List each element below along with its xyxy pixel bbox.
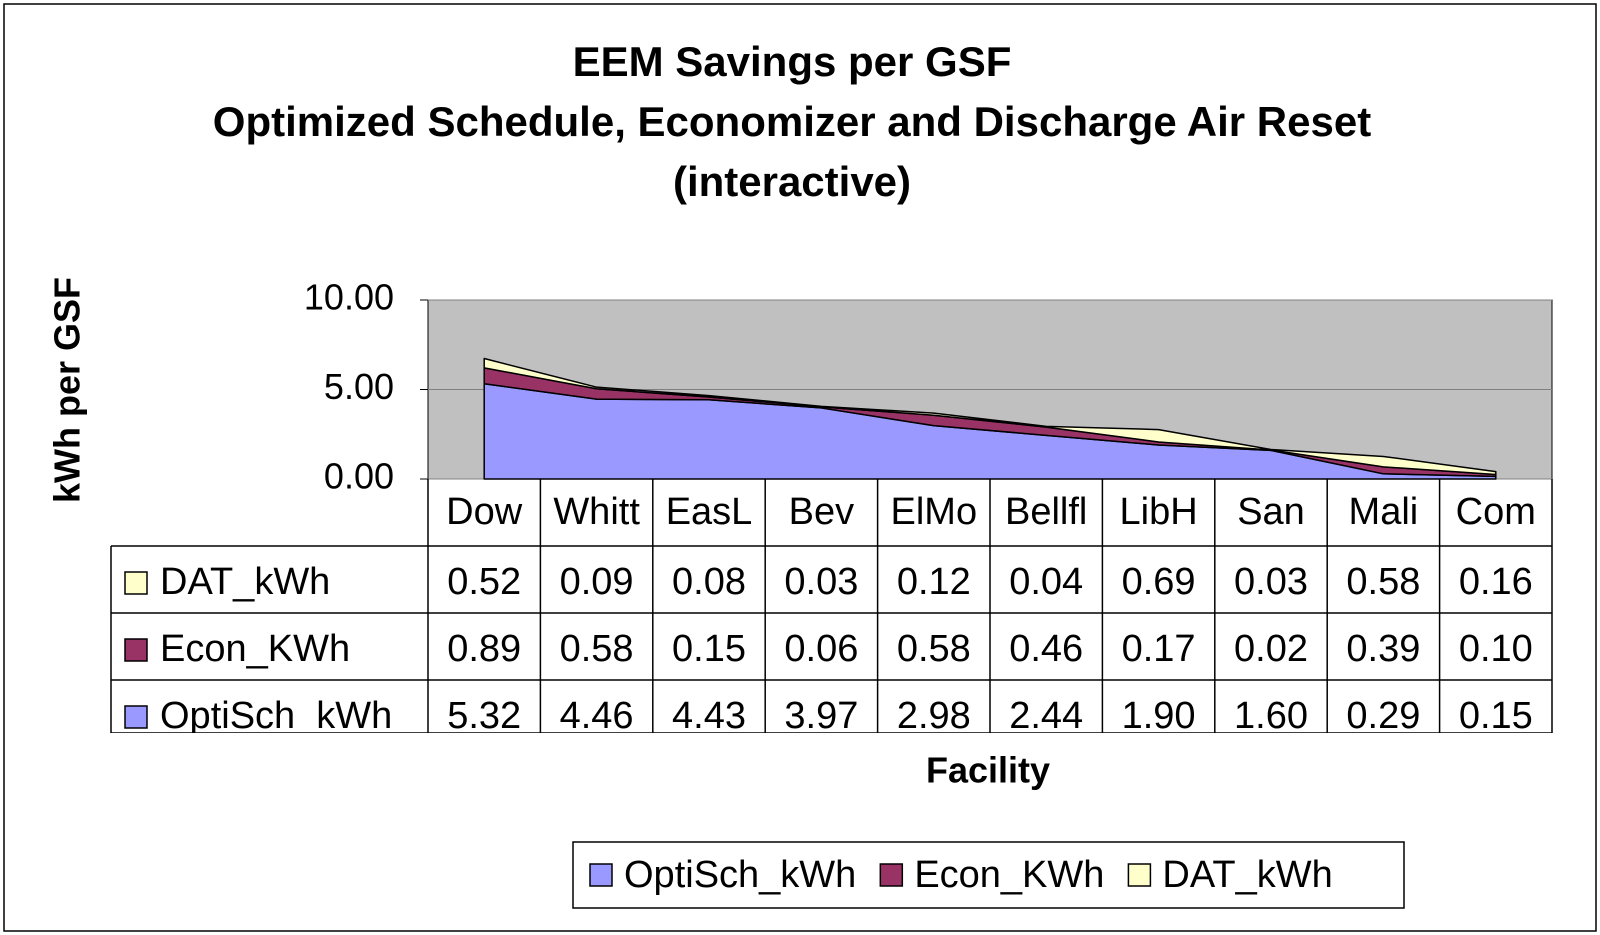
table-cell: 0.15	[1459, 695, 1533, 737]
data-table: Dow Whitt EasL Bev ElMo Bellfl LibH San Mali Com D…	[110, 479, 1553, 737]
x-tick-label: LibH	[1120, 491, 1198, 533]
table-cell: 0.58	[560, 628, 634, 670]
table-cell: 0.46	[1009, 628, 1083, 670]
table-cell: 0.12	[897, 561, 971, 603]
table-cell: 0.58	[1346, 561, 1420, 603]
x-tick-label: Dow	[446, 491, 523, 533]
table-cell: 2.44	[1009, 695, 1083, 737]
table-cell: 0.15	[672, 628, 746, 670]
legend-key	[589, 863, 613, 887]
table-cell: 4.46	[560, 695, 634, 737]
table-cell: 0.08	[672, 561, 746, 603]
y-tick-label: 0.00	[324, 456, 394, 497]
table-cell: 0.04	[1009, 561, 1083, 603]
legend-key	[1127, 863, 1152, 887]
table-cell: 2.98	[897, 695, 971, 737]
x-tick-label: Mali	[1349, 491, 1419, 533]
table-cell: 1.90	[1122, 695, 1196, 737]
x-tick-label: San	[1237, 491, 1305, 533]
area	[483, 357, 1497, 476]
x-tick-label: Bev	[789, 491, 854, 533]
y-tick-label: 5.00	[324, 366, 394, 407]
chart-title: EEM Savings per GSF	[572, 38, 1012, 85]
table-cell: 3.97	[784, 695, 858, 737]
legend-key	[124, 638, 148, 662]
legend-label: OptiSch_kWh	[624, 854, 856, 896]
table-cell: 0.69	[1122, 561, 1196, 603]
table-cell: 0.03	[1234, 561, 1308, 603]
table-cell: 0.58	[897, 628, 971, 670]
table-cell: 0.52	[447, 561, 521, 603]
row-label: OptiSch_kWh	[160, 695, 392, 737]
legend-box	[572, 841, 1405, 909]
x-tick-label: ElMo	[891, 491, 978, 533]
table-cell: 0.06	[784, 628, 858, 670]
table-cell: 0.09	[560, 561, 634, 603]
row-label: Econ_KWh	[160, 628, 350, 670]
table-cell: 0.16	[1459, 561, 1533, 603]
table-cell: 1.60	[1234, 695, 1308, 737]
legend-label: DAT_kWh	[1162, 854, 1332, 896]
x-axis-label: Facility	[926, 750, 1050, 791]
legend-key	[124, 705, 148, 729]
table-cell: 0.03	[784, 561, 858, 603]
x-tick-label: EasL	[666, 491, 753, 533]
legend-key	[879, 863, 904, 887]
table-cell: 0.89	[447, 628, 521, 670]
y-axis-label: kWh per GSF	[47, 277, 88, 503]
legend-key	[124, 571, 148, 595]
table-cell: 5.32	[447, 695, 521, 737]
x-tick-label: Com	[1456, 491, 1536, 533]
y-tick-label: 10.00	[304, 277, 394, 318]
table-cell: 0.02	[1234, 628, 1308, 670]
chart-subtitle: Optimized Schedule, Economizer and Disch…	[212, 98, 1372, 205]
table-cell: 0.29	[1346, 695, 1420, 737]
table-cell: 0.17	[1122, 628, 1196, 670]
x-tick-label: Bellfl	[1005, 491, 1087, 533]
table-cell: 0.39	[1346, 628, 1420, 670]
table-cell: 4.43	[672, 695, 746, 737]
x-tick-label: Whitt	[553, 491, 640, 533]
row-label: DAT_kWh	[160, 561, 330, 603]
table-cell: 0.10	[1459, 628, 1533, 670]
legend-label: Econ_KWh	[914, 854, 1104, 896]
